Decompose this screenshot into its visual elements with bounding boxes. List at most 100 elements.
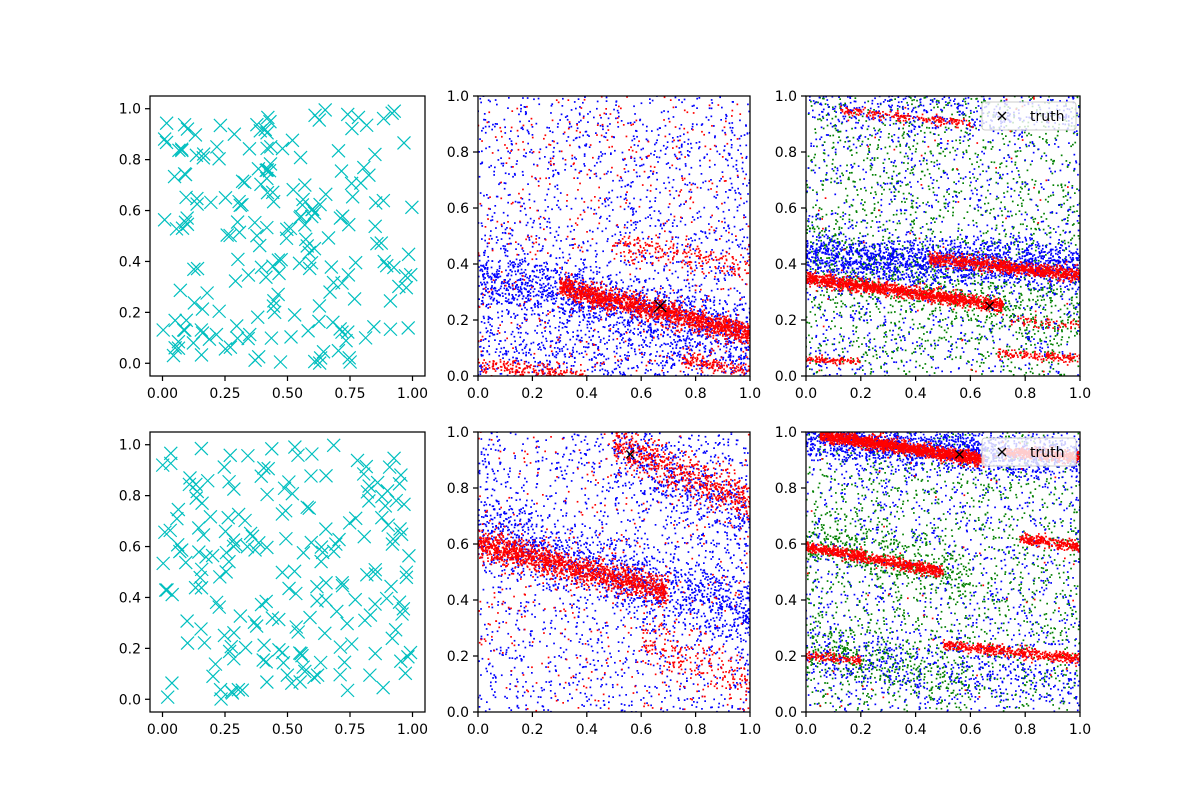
point — [730, 331, 732, 334]
point — [674, 341, 676, 343]
point — [576, 293, 579, 296]
point — [536, 332, 538, 334]
point — [543, 327, 546, 329]
point — [520, 107, 522, 110]
point — [537, 185, 540, 187]
point — [594, 365, 596, 368]
point — [565, 362, 568, 364]
point — [558, 336, 561, 339]
point — [640, 164, 643, 167]
point — [520, 359, 523, 361]
point — [487, 272, 489, 275]
point — [527, 361, 530, 364]
point — [641, 231, 644, 234]
point — [620, 120, 623, 122]
point — [685, 261, 687, 264]
point — [668, 230, 671, 233]
point — [509, 301, 511, 304]
point — [483, 254, 486, 256]
point — [641, 356, 644, 358]
point — [500, 238, 503, 240]
point — [631, 314, 633, 317]
x-marker — [259, 270, 273, 285]
point — [672, 352, 675, 355]
point — [723, 227, 725, 229]
point — [691, 369, 693, 371]
point — [598, 267, 601, 269]
point — [583, 211, 586, 213]
point — [608, 335, 611, 338]
x-marker — [241, 331, 256, 346]
point — [616, 117, 619, 119]
point — [665, 263, 667, 265]
point — [646, 262, 648, 264]
x-marker — [351, 110, 366, 125]
point — [740, 152, 742, 155]
point — [691, 285, 694, 287]
point — [509, 242, 512, 245]
point — [596, 100, 599, 103]
point — [724, 351, 727, 354]
point — [727, 294, 730, 297]
point — [536, 250, 539, 252]
point — [534, 302, 536, 305]
point — [514, 263, 517, 265]
point — [646, 157, 648, 159]
point — [627, 205, 630, 208]
point — [555, 351, 558, 353]
point — [513, 288, 516, 290]
point — [645, 196, 648, 198]
point — [627, 296, 629, 299]
point — [694, 239, 696, 242]
point — [745, 144, 748, 147]
point — [570, 296, 573, 298]
x-marker — [220, 228, 235, 242]
point — [739, 119, 741, 122]
x-marker — [230, 252, 245, 267]
point — [569, 310, 571, 313]
point — [631, 367, 633, 370]
point — [642, 338, 644, 341]
point — [551, 308, 554, 311]
point — [714, 339, 716, 342]
point — [609, 260, 612, 263]
point — [546, 226, 548, 228]
point — [665, 294, 668, 297]
point — [657, 134, 660, 136]
point — [699, 164, 702, 167]
point — [696, 212, 699, 214]
point — [746, 330, 748, 332]
point — [621, 321, 624, 324]
point — [641, 289, 644, 292]
point — [582, 268, 585, 270]
point — [728, 247, 731, 250]
x-marker — [272, 266, 286, 281]
point — [583, 298, 586, 300]
point — [552, 309, 555, 312]
point — [648, 306, 651, 308]
point — [647, 320, 649, 323]
point — [687, 295, 689, 298]
point — [615, 367, 618, 370]
point — [632, 290, 635, 293]
point — [595, 212, 598, 215]
point — [734, 326, 737, 329]
point — [686, 351, 689, 354]
point — [667, 219, 670, 221]
point — [549, 346, 552, 348]
point — [562, 307, 564, 310]
point — [707, 312, 710, 314]
point — [507, 221, 509, 223]
point — [534, 303, 536, 306]
point — [493, 287, 495, 290]
point — [580, 279, 582, 282]
x-marker — [340, 325, 355, 340]
x-marker — [265, 185, 280, 200]
point — [636, 315, 639, 318]
point — [607, 204, 610, 207]
point — [517, 135, 519, 138]
point — [513, 281, 516, 284]
point — [626, 288, 629, 290]
point — [481, 335, 484, 338]
point — [524, 275, 526, 278]
